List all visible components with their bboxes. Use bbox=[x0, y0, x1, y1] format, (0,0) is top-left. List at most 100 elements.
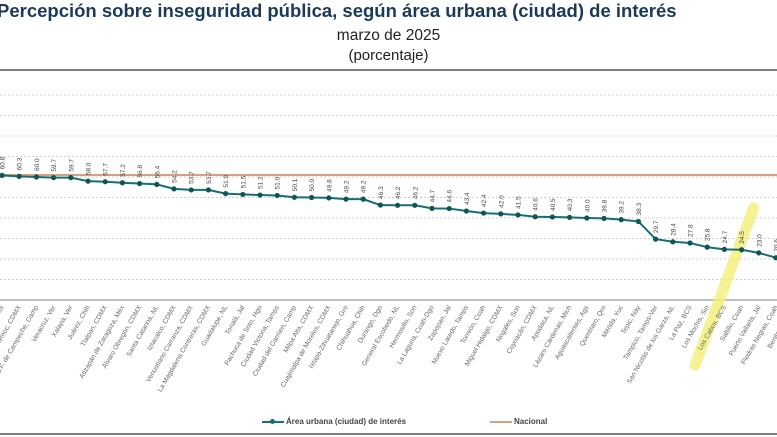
data-point bbox=[584, 215, 590, 221]
legend-line-marker-icon bbox=[262, 418, 284, 424]
legend-item-nacional: Nacional bbox=[490, 417, 547, 426]
data-point bbox=[171, 186, 177, 192]
data-label: 24.5 bbox=[739, 231, 746, 244]
legend-item-area-urbana: Área urbana (ciudad) de interés bbox=[262, 417, 406, 426]
data-point bbox=[567, 214, 573, 220]
data-label: 57.2 bbox=[120, 164, 127, 177]
data-point bbox=[601, 215, 607, 222]
data-point bbox=[33, 174, 40, 180]
data-label: 42.4 bbox=[481, 194, 488, 207]
data-label: 40.0 bbox=[584, 199, 591, 212]
data-label: 59.7 bbox=[68, 159, 75, 172]
data-point bbox=[205, 187, 211, 193]
data-point bbox=[739, 247, 745, 253]
data-label: 51.0 bbox=[275, 176, 282, 189]
data-point bbox=[549, 214, 556, 220]
data-point bbox=[68, 175, 74, 181]
data-label: 50.0 bbox=[309, 178, 316, 191]
data-label: 56.4 bbox=[154, 165, 161, 178]
data-point bbox=[446, 205, 452, 212]
data-point bbox=[291, 194, 297, 200]
legend-label: Área urbana (ciudad) de interés bbox=[286, 417, 407, 426]
data-point bbox=[756, 250, 762, 256]
data-label: 43.4 bbox=[464, 192, 471, 205]
data-label: 49.8 bbox=[326, 179, 333, 192]
data-point bbox=[721, 246, 728, 252]
data-label: 46.3 bbox=[378, 186, 385, 199]
data-point bbox=[463, 208, 469, 214]
series-line bbox=[1, 174, 777, 259]
data-label: 27.8 bbox=[688, 224, 695, 237]
data-point bbox=[704, 244, 710, 250]
data-label: 46.2 bbox=[395, 186, 402, 199]
data-label: 60.3 bbox=[17, 157, 24, 170]
data-point bbox=[326, 195, 332, 201]
data-point bbox=[377, 202, 383, 208]
data-point bbox=[223, 191, 229, 197]
data-point bbox=[360, 196, 366, 202]
data-label: 54.2 bbox=[172, 170, 179, 183]
data-label: 59.7 bbox=[51, 159, 58, 172]
chart-title: Percepción sobre inseguridad pública, se… bbox=[0, 0, 677, 21]
legend-line-icon bbox=[490, 420, 512, 423]
data-label: 56.8 bbox=[137, 165, 144, 178]
data-label: 23.0 bbox=[756, 234, 763, 247]
data-point bbox=[102, 179, 108, 185]
data-label: 60.8 bbox=[0, 156, 7, 169]
data-label: 51.2 bbox=[258, 176, 265, 189]
data-point bbox=[137, 180, 143, 187]
data-label: 25.8 bbox=[705, 228, 712, 241]
data-label: 51.5 bbox=[240, 175, 247, 188]
data-label: 20.6 bbox=[774, 239, 777, 252]
data-label: 38.3 bbox=[636, 202, 643, 215]
data-point bbox=[395, 202, 401, 208]
data-label: 49.2 bbox=[361, 180, 368, 193]
data-point bbox=[119, 180, 125, 186]
data-point bbox=[429, 205, 435, 211]
data-point bbox=[16, 173, 22, 179]
data-point bbox=[154, 181, 160, 187]
data-point bbox=[412, 202, 418, 208]
data-label: 58.0 bbox=[86, 162, 93, 175]
data-label: 53.7 bbox=[206, 171, 213, 184]
chart-unit-label: (porcentaje) bbox=[348, 47, 429, 64]
data-point bbox=[515, 212, 521, 218]
data-label: 28.4 bbox=[670, 223, 677, 236]
data-label: 42.0 bbox=[498, 195, 505, 208]
data-label: 44.7 bbox=[430, 189, 437, 202]
data-point bbox=[0, 172, 5, 178]
data-point bbox=[481, 210, 487, 216]
data-label: 57.7 bbox=[103, 163, 110, 176]
data-point bbox=[240, 191, 246, 198]
data-label: 46.2 bbox=[412, 186, 419, 199]
data-point bbox=[274, 192, 280, 199]
data-point bbox=[687, 240, 693, 246]
data-label: 39.2 bbox=[619, 201, 626, 214]
data-label: 39.8 bbox=[602, 199, 609, 212]
highlighter-mark bbox=[689, 202, 760, 371]
data-label: 53.7 bbox=[189, 171, 196, 184]
data-point bbox=[309, 194, 315, 201]
data-label: 40.3 bbox=[567, 198, 574, 211]
category-label: …ales bbox=[0, 304, 6, 325]
data-point bbox=[618, 217, 624, 223]
data-point bbox=[188, 187, 194, 193]
data-label: 49.2 bbox=[344, 180, 351, 193]
legend-label: Nacional bbox=[514, 417, 548, 426]
chart-subtitle: marzo de 2025 bbox=[336, 27, 441, 44]
data-label: 44.6 bbox=[447, 190, 454, 203]
data-label: 60.0 bbox=[34, 158, 41, 171]
data-label: 41.5 bbox=[516, 196, 523, 209]
data-point bbox=[498, 211, 504, 217]
data-label: 40.6 bbox=[533, 198, 540, 211]
data-label: 50.1 bbox=[292, 178, 299, 191]
data-point bbox=[532, 214, 538, 220]
data-label: 29.7 bbox=[653, 220, 660, 233]
data-label: 24.7 bbox=[722, 230, 729, 243]
data-point bbox=[257, 192, 263, 198]
data-label: 51.9 bbox=[223, 175, 230, 188]
data-label: 40.5 bbox=[550, 198, 557, 211]
data-point bbox=[670, 239, 676, 245]
data-point bbox=[773, 255, 777, 261]
